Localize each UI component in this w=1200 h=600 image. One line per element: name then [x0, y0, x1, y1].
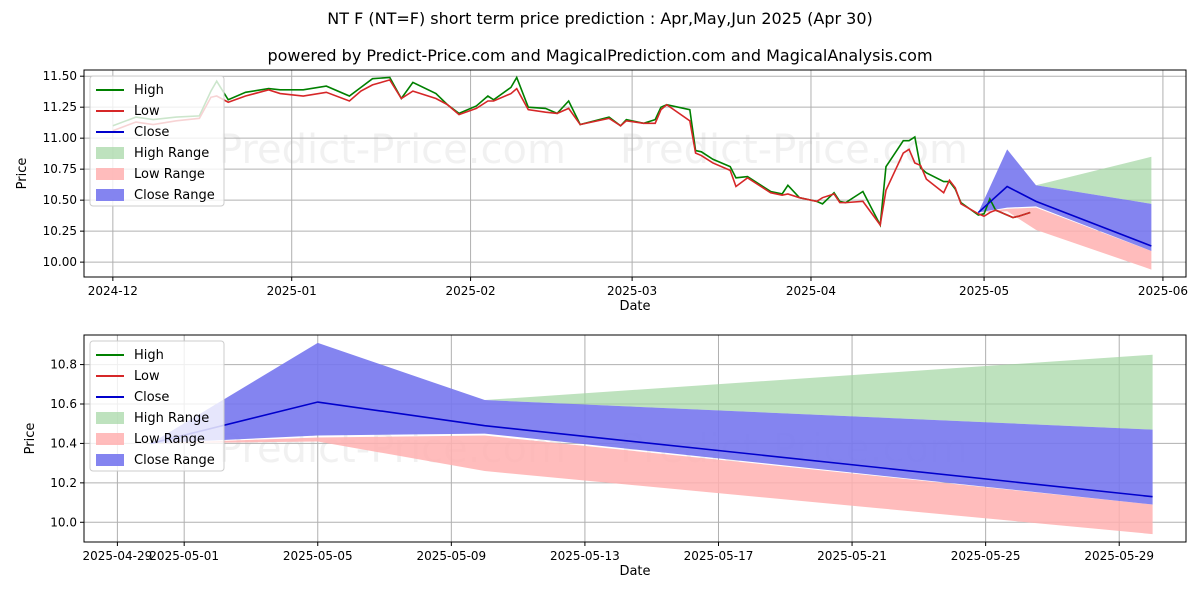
y-tick-label: 10.6: [50, 397, 77, 411]
x-tick-label: 2025-05-29: [1084, 549, 1154, 563]
legend-label-high-range: High Range: [134, 146, 209, 161]
legend: High Low Close High Range Low Range Close Ran…: [89, 75, 225, 207]
y-tick-label: 10.2: [50, 476, 77, 490]
plot-frame: [83, 334, 1187, 543]
x-axis-label: Date: [619, 299, 650, 314]
x-tick-label: 2025-01: [267, 284, 317, 298]
y-axis-label: Price: [15, 158, 30, 190]
legend-label-high: High: [134, 348, 164, 363]
legend-label-high: High: [134, 83, 164, 98]
chart-title: NT F (NT=F) short term price prediction …: [327, 9, 873, 28]
low-range-band: [150, 435, 1153, 535]
y-axis-label: Price: [23, 423, 38, 455]
x-tick-label: 2025-05-09: [416, 549, 486, 563]
watermark-text: Predict-Price.com: [218, 127, 566, 173]
plot-area: [112, 75, 1152, 270]
legend-label-close-range: Close Range: [134, 453, 215, 468]
low-line: [112, 78, 1031, 227]
legend: High Low Close High Range Low Range Close Ran…: [89, 340, 225, 472]
x-tick-label: 2025-03: [607, 284, 657, 298]
watermark-text: Predict-Price.com: [620, 276, 968, 322]
high-line: [112, 75, 1031, 228]
x-tick-label: 2025-05-21: [817, 549, 887, 563]
x-tick-label: 2025-05-17: [684, 549, 754, 563]
legend-swatch-high-range: [96, 147, 124, 159]
top-chart: Predict-Price.com Predict-Price.com Predic…: [15, 69, 1188, 322]
legend-swatch-high-range: [96, 412, 124, 424]
legend-label-close-range: Close Range: [134, 188, 215, 203]
high-range-band: [978, 156, 1152, 213]
low-range-band: [978, 207, 1152, 270]
x-tick-label: 2025-05-25: [951, 549, 1021, 563]
y-tick-label: 11.00: [43, 131, 77, 145]
x-tick-label: 2024-12: [88, 284, 138, 298]
x-tick-label: 2025-04-29: [83, 549, 153, 563]
legend-label-low: Low: [134, 104, 160, 119]
y-tick-label: 10.00: [43, 255, 77, 269]
close-range-band: [150, 342, 1153, 505]
x-tick-label: 2025-04: [786, 284, 836, 298]
y-tick-label: 10.4: [50, 436, 77, 450]
legend-label-low: Low: [134, 369, 160, 384]
legend-label-high-range: High Range: [134, 411, 209, 426]
y-tick-label: 11.50: [43, 69, 77, 83]
x-tick-label: 2025-05-01: [149, 549, 219, 563]
legend-label-low-range: Low Range: [134, 432, 205, 447]
close-line: [150, 401, 1153, 498]
close-range-band: [978, 149, 1152, 251]
legend-swatch-low-range: [96, 433, 124, 445]
legend-swatch-low-range: [96, 168, 124, 180]
y-tick-label: 10.8: [50, 358, 77, 372]
x-tick-label: 2025-05: [959, 284, 1009, 298]
y-tick-label: 10.25: [43, 224, 77, 238]
x-tick-label: 2025-06: [1138, 284, 1188, 298]
legend-label-close: Close: [134, 390, 169, 405]
bottom-chart: Predict-Price.comPredict-Price.com2025-0…: [23, 334, 1187, 579]
watermark-group: Predict-Price.com Predict-Price.com Predic…: [218, 127, 968, 322]
plot-area: [150, 342, 1153, 535]
watermark-text: Predict-Price.com: [620, 127, 968, 173]
y-tick-label: 10.75: [43, 162, 77, 176]
watermark-text: Predict-Price.com: [218, 276, 566, 322]
legend-label-close: Close: [134, 125, 169, 140]
x-tick-label: 2025-02: [445, 284, 495, 298]
ticks: 2024-12 2025-01 2025-02 2025-03 2025-04 2025-…: [43, 69, 1188, 298]
x-tick-label: 2025-05-05: [283, 549, 353, 563]
legend-swatch-close-range: [96, 189, 124, 201]
chart-subtitle: powered by Predict-Price.com and Magical…: [267, 46, 933, 65]
x-axis-label: Date: [619, 564, 650, 579]
x-tick-label: 2025-05-13: [550, 549, 620, 563]
legend-label-low-range: Low Range: [134, 167, 205, 182]
y-tick-label: 10.50: [43, 193, 77, 207]
y-tick-label: 11.25: [43, 100, 77, 114]
high-range-band: [150, 354, 1153, 444]
y-tick-label: 10.0: [50, 515, 77, 529]
plot-frame: [83, 69, 1187, 278]
close-line: [977, 185, 1152, 247]
legend-swatch-close-range: [96, 454, 124, 466]
